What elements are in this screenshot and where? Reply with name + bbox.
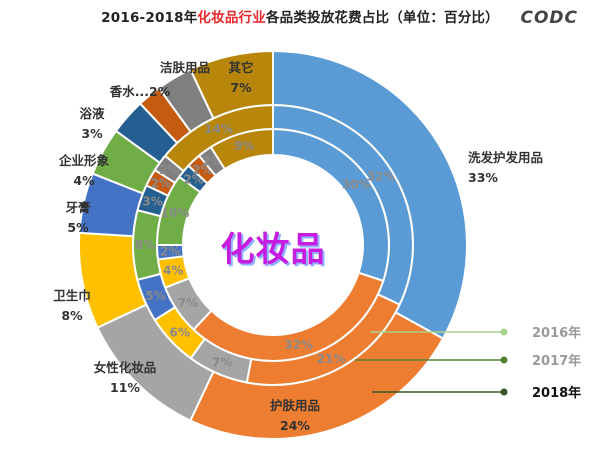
outer-label: 牙膏 (65, 200, 90, 215)
slice-value-label: 7% (178, 296, 198, 310)
outer-label: 女性化妆品 (94, 360, 157, 375)
outer-label: 卫生巾 (53, 288, 91, 303)
slice-value-label: 21% (317, 352, 346, 366)
outer-label: 洁肤用品 (160, 60, 210, 75)
legend-marker (500, 388, 508, 396)
title-prefix: 2016-2018年 (101, 10, 198, 26)
legend-marker (500, 328, 508, 336)
slice-value-label: 7% (212, 355, 232, 369)
title-suffix: 各品类投放花费占比（单位：百分比） (265, 10, 499, 26)
slice-value-label: 4% (163, 264, 183, 278)
outer-label: 24% (280, 418, 310, 433)
slice-value-label: 10% (161, 206, 190, 220)
outer-label: 护肤用品 (270, 398, 320, 413)
slice-value-label: 3% (142, 195, 162, 209)
slice-value-label: 32% (284, 338, 313, 352)
outer-label: 其它 (228, 60, 253, 75)
title-highlight: 化妆品行业 (197, 10, 266, 26)
legend-label-1: 2017年 (532, 353, 581, 369)
outer-label: 3% (81, 126, 103, 141)
legend-label-2: 2018年 (532, 385, 581, 401)
slice-value-label: 2% (160, 244, 180, 258)
outer-label: 浴液 (79, 106, 105, 121)
slice-value-label: 5% (145, 289, 165, 303)
slice-value-label: 2% (159, 163, 179, 177)
slice-value-label: 14% (204, 122, 233, 136)
outer-label: 香水...2% (109, 84, 171, 99)
slice-value-label: 6% (170, 326, 190, 340)
outer-label: 11% (110, 380, 140, 395)
outer-label: 4% (73, 173, 95, 188)
slice-value-label: 30% (342, 177, 371, 191)
center-label: 化妆品 (220, 230, 326, 270)
slice-value-label: 8% (135, 238, 155, 252)
slice-value-label: 9% (234, 139, 254, 153)
slice-outer-0 (272, 49, 468, 340)
chart-title: 2016-2018年化妆品行业各品类投放花费占比（单位：百分比） (0, 6, 600, 26)
outer-label: 5% (67, 220, 89, 235)
outer-label: 8% (61, 308, 83, 323)
slice-value-label: 32% (367, 169, 396, 183)
slice-value-label: 2% (151, 176, 171, 190)
legend-label-0: 2016年 (532, 325, 581, 341)
outer-label: 7% (230, 80, 252, 95)
slice-outer-9 (189, 49, 274, 120)
codc-logo: CODC (520, 8, 578, 28)
legend-marker (500, 356, 508, 364)
outer-label: 洗发护发用品 (468, 150, 543, 165)
outer-label: 33% (468, 170, 498, 185)
outer-label: 企业形象 (58, 153, 110, 168)
